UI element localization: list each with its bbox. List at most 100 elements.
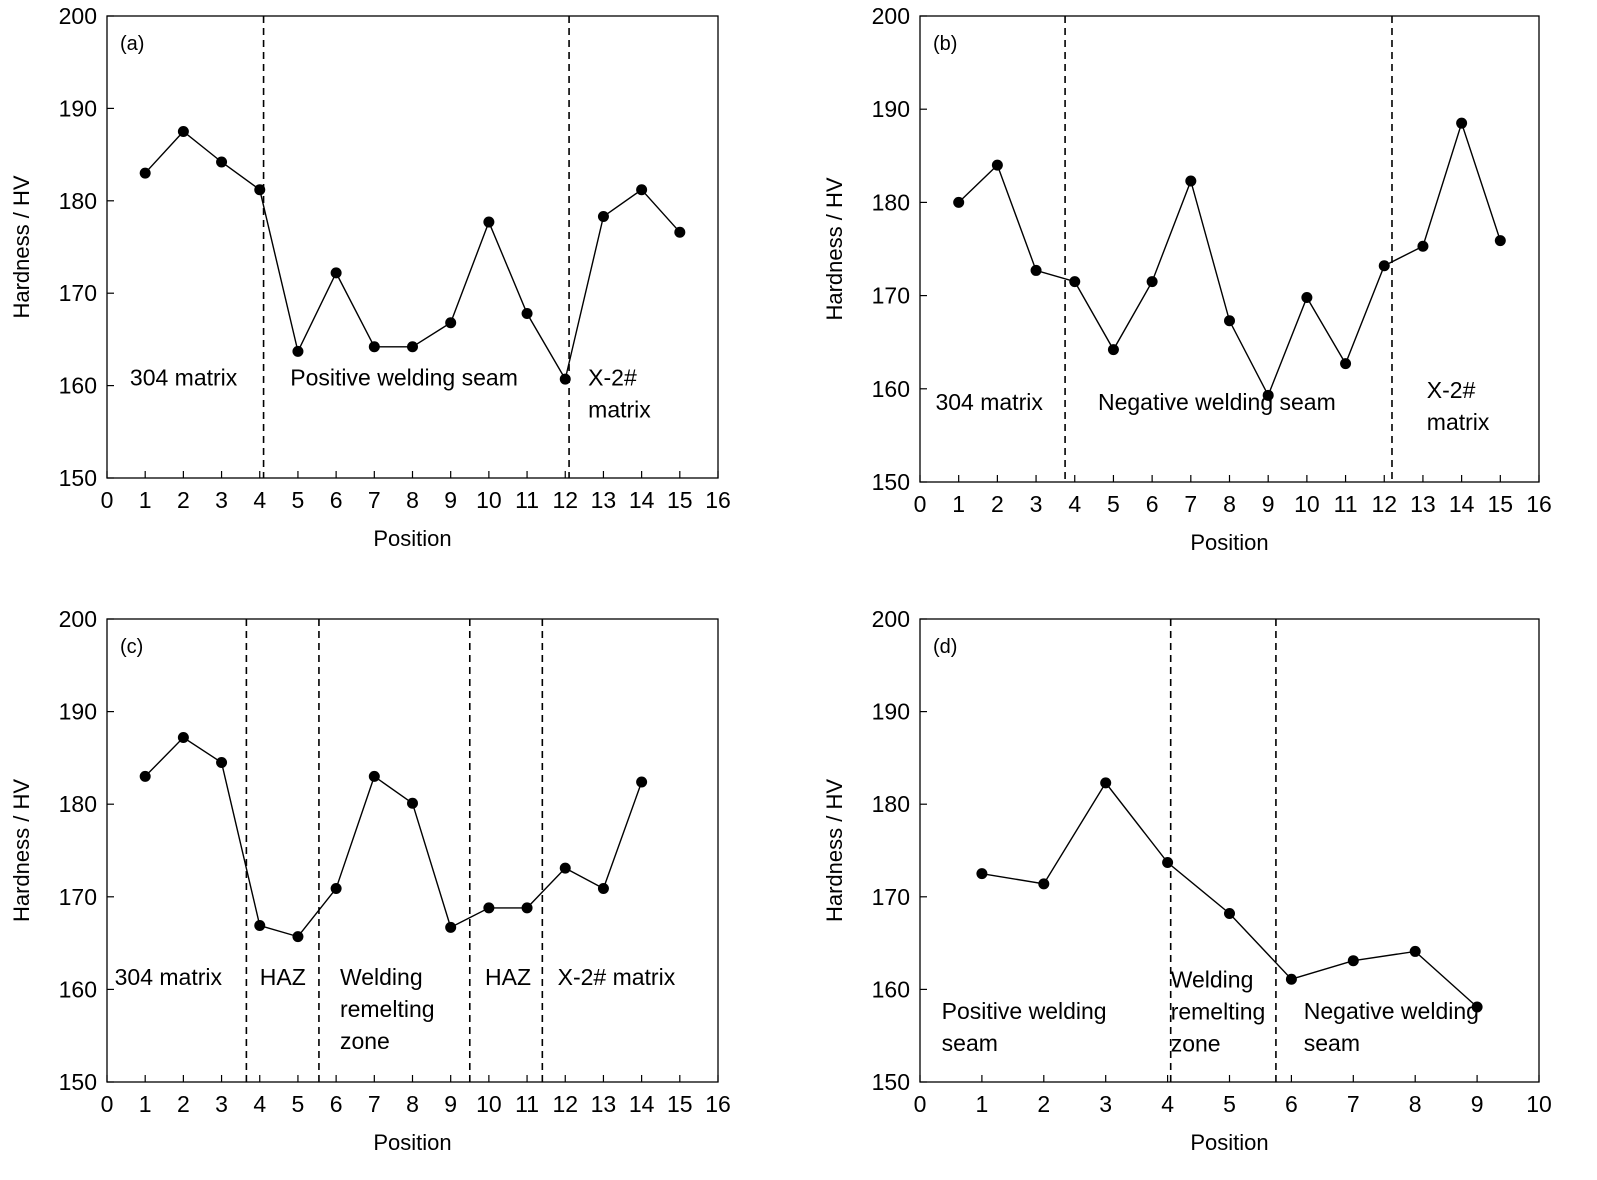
- data-point: [559, 373, 571, 385]
- data-point: [483, 902, 495, 914]
- x-tick-label: 4: [253, 487, 266, 513]
- y-axis-label: Hardness / HV: [9, 779, 34, 922]
- y-tick-label: 160: [59, 976, 97, 1002]
- data-point: [139, 167, 151, 179]
- data-point: [368, 341, 380, 353]
- data-point: [254, 184, 266, 196]
- y-tick-label: 150: [59, 465, 97, 491]
- region-label: Positive welding seam: [290, 365, 518, 391]
- y-axis-label: Hardness / HV: [822, 177, 847, 320]
- data-point: [1069, 276, 1081, 288]
- y-axis-label: Hardness / HV: [822, 779, 847, 922]
- data-point: [1262, 389, 1274, 401]
- data-point: [177, 732, 189, 744]
- series-line: [958, 120, 1501, 398]
- x-tick-label: 1: [139, 487, 152, 513]
- y-tick-label: 150: [872, 1069, 910, 1095]
- data-point: [636, 776, 648, 788]
- x-axis-label: Position: [373, 1130, 451, 1155]
- x-tick-label: 1: [952, 491, 965, 517]
- x-tick-label: 8: [406, 1091, 419, 1117]
- x-tick-label: 10: [1294, 491, 1320, 517]
- x-tick-label: 16: [1526, 491, 1552, 517]
- panel-d: 0 1 2 3 4 5 6 7 8 9 10 150 160 170 180 190 200 Position Ha…: [822, 606, 1552, 1155]
- x-tick-label: 6: [1146, 491, 1159, 517]
- region-label: remelting: [340, 996, 435, 1022]
- x-tick-label: 4: [1068, 491, 1081, 517]
- data-point: [330, 267, 342, 279]
- x-tick-label: 13: [591, 487, 617, 513]
- data-point: [636, 184, 648, 196]
- x-tick-label: 1: [139, 1091, 152, 1117]
- data-point: [1100, 777, 1112, 789]
- x-tick-label: 0: [101, 1091, 114, 1117]
- x-tick-label: 0: [914, 491, 927, 517]
- data-point: [597, 211, 609, 223]
- region-label: Welding: [1171, 967, 1254, 993]
- data-point: [1347, 955, 1359, 967]
- x-tick-label: 3: [1099, 1091, 1112, 1117]
- region-label: remelting: [1171, 999, 1266, 1025]
- data-point: [483, 216, 495, 228]
- region-label: X-2#: [1427, 377, 1476, 403]
- x-tick-label: 3: [215, 1091, 228, 1117]
- x-tick-label: 12: [1371, 491, 1397, 517]
- data-point: [177, 126, 189, 137]
- x-tick-label: 8: [1409, 1091, 1422, 1117]
- region-label: X-2# matrix: [558, 964, 676, 990]
- x-tick-label: 7: [1347, 1091, 1360, 1117]
- x-tick-label: 13: [1410, 491, 1436, 517]
- data-point: [976, 868, 988, 880]
- x-tick-label: 5: [1223, 1091, 1236, 1117]
- data-point: [216, 757, 228, 769]
- x-tick-label: 16: [705, 487, 731, 513]
- data-point: [1030, 264, 1042, 276]
- region-label: Positive welding: [942, 998, 1107, 1024]
- x-tick-label: 2: [1037, 1091, 1050, 1117]
- data-point: [330, 882, 342, 894]
- x-tick-label: 3: [215, 487, 228, 513]
- x-tick-label: 7: [1184, 491, 1197, 517]
- data-point: [1409, 945, 1421, 957]
- x-tick-label: 10: [476, 487, 502, 513]
- x-tick-label: 9: [444, 487, 457, 513]
- data-point: [991, 159, 1003, 171]
- y-tick-label: 160: [872, 376, 910, 402]
- x-tick-label: 2: [991, 491, 1004, 517]
- x-tick-label: 4: [253, 1091, 266, 1117]
- panel-c: 0 1 2 3 4 5 6 7 8 9 10 11 12 13 14 15 161501601701801902…: [9, 606, 731, 1155]
- x-tick-label: 15: [667, 1091, 693, 1117]
- data-point: [1340, 358, 1352, 370]
- region-label: 304 matrix: [935, 389, 1043, 415]
- x-tick-label: 15: [1488, 491, 1514, 517]
- x-tick-label: 15: [667, 487, 693, 513]
- panel-b: 0 1 2 3 4 5 6 7 8 9 10 11 12 13 14 15 161501601701801902…: [822, 3, 1552, 555]
- x-tick-label: 0: [914, 1091, 927, 1117]
- data-point: [1301, 291, 1313, 303]
- x-tick-label: 3: [1030, 491, 1043, 517]
- y-tick-label: 200: [59, 606, 97, 632]
- region-label: X-2#: [588, 365, 637, 391]
- y-tick-label: 190: [59, 95, 97, 121]
- y-tick-label: 170: [872, 283, 910, 309]
- data-point: [597, 882, 609, 894]
- panel-label: (b): [933, 33, 957, 55]
- region-label: Welding: [340, 964, 423, 990]
- y-axis-label: Hardness / HV: [9, 175, 34, 318]
- data-point: [1185, 175, 1197, 187]
- region-label: matrix: [588, 397, 651, 423]
- data-point: [445, 317, 457, 329]
- y-tick-label: 180: [872, 189, 910, 215]
- x-tick-label: 1: [976, 1091, 989, 1117]
- region-label: zone: [340, 1028, 390, 1054]
- data-point: [1224, 315, 1235, 327]
- x-tick-label: 8: [1223, 491, 1236, 517]
- data-point: [1162, 857, 1174, 869]
- x-tick-label: 8: [406, 487, 419, 513]
- data-point: [953, 196, 965, 208]
- data-point: [254, 920, 266, 932]
- x-tick-label: 13: [591, 1091, 617, 1117]
- region-label: 304 matrix: [115, 964, 223, 990]
- region-label: zone: [1171, 1031, 1221, 1057]
- y-tick-label: 190: [872, 699, 910, 725]
